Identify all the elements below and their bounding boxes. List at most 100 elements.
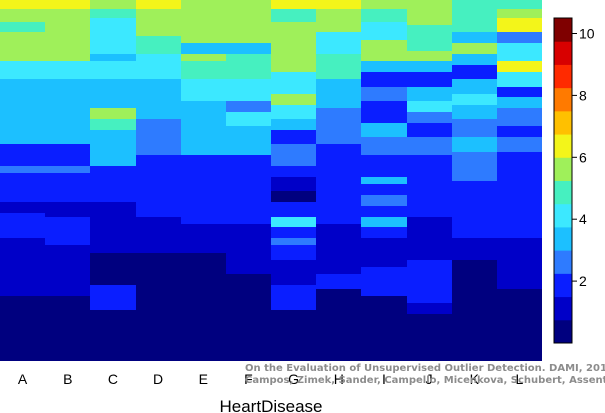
colorbar-tick-labels: 2 4 6 8 10	[572, 26, 595, 289]
heatmap-cell-C-5	[90, 79, 136, 108]
heatmap-cell-G-20	[271, 310, 316, 361]
colorbar-tick-label-2: 2	[579, 273, 587, 289]
colorbar-swatch-2	[554, 273, 572, 298]
x-tick-label-H: H	[334, 371, 344, 387]
heatmap-cell-G-7	[271, 119, 316, 130]
heatmap-cell-I-5	[361, 72, 407, 87]
heatmap-cell-F-10	[226, 224, 271, 274]
heatmap-cell-H-0	[316, 0, 361, 9]
heatmap-cell-I-3	[361, 40, 407, 61]
heatmap-cell-F-1	[226, 9, 271, 43]
heatmap-cell-G-10	[271, 166, 316, 177]
heatmap-cell-J-8	[407, 112, 452, 123]
heatmap-cell-K-0	[452, 0, 497, 9]
heatmap-cell-J-9	[407, 123, 452, 137]
heatmap-cell-E-3	[181, 54, 226, 61]
heatmap-cell-A-10	[0, 202, 45, 213]
heatmap-cell-G-17	[271, 245, 316, 260]
heatmap-cell-C-7	[90, 119, 136, 130]
heatmap-cell-L-13	[497, 202, 542, 238]
heatmap-cell-J-2	[407, 25, 452, 51]
heatmap-cell-E-10	[181, 231, 226, 253]
heatmap-cell-B-5	[45, 144, 90, 166]
heatmap-cell-E-9	[181, 224, 226, 231]
heatmap-cell-I-17	[361, 227, 407, 238]
credit-line-1: On the Evaluation of Unsupervised Outlie…	[245, 363, 605, 374]
heatmap-cell-I-11	[361, 166, 407, 177]
heatmap-cell-E-0	[181, 0, 226, 9]
heatmap-cell-A-8	[0, 166, 45, 173]
heatmap-cell-H-5	[316, 108, 361, 144]
x-tick-label-I: I	[382, 371, 386, 387]
heatmap-cell-E-11	[181, 253, 226, 310]
x-tick-label-C: C	[108, 371, 118, 387]
heatmap-cell-E-5	[181, 79, 226, 101]
heatmap-cell-G-3	[271, 32, 316, 72]
heatmap-cell-D-5	[136, 119, 181, 155]
colorbar-swatch-3	[554, 250, 572, 274]
heatmap-cell-C-6	[90, 108, 136, 119]
heatmap-cell-I-14	[361, 195, 407, 206]
heatmap-cell-C-3	[90, 54, 136, 61]
heatmap-cell-B-3	[45, 79, 90, 97]
heatmap-cell-L-9	[497, 108, 542, 126]
heatmap-cell-I-20	[361, 296, 407, 361]
heatmap-cell-K-8	[452, 105, 497, 119]
colorbar-swatch-8	[554, 134, 572, 158]
heatmap-cell-H-7	[316, 166, 361, 224]
x-tick-label-E: E	[199, 371, 208, 387]
x-tick-label-J: J	[426, 371, 433, 387]
heatmap-cell-F-8	[226, 155, 271, 166]
heatmap-cell-A-5	[0, 79, 45, 97]
heatmap-cell-C-15	[90, 310, 136, 361]
colorbar-swatch-9	[554, 110, 572, 135]
heatmap-cell-G-4	[271, 72, 316, 94]
x-tick-label-D: D	[153, 371, 163, 387]
colorbar-swatch-1	[554, 296, 572, 321]
heatmap-cell-G-16	[271, 238, 316, 245]
heatmap-cell-J-14	[407, 260, 452, 303]
heatmap-cell-H-4	[316, 79, 361, 108]
heatmap-cell-A-2	[0, 22, 45, 32]
heatmap-cell-K-7	[452, 94, 497, 105]
heatmap-cell-K-6	[452, 79, 497, 94]
heatmap-cell-K-15	[452, 260, 497, 296]
heatmap-cell-A-13	[0, 271, 45, 296]
heatmap-cell-I-18	[361, 238, 407, 267]
heatmap-cell-D-2	[136, 36, 181, 54]
heatmap-cell-J-1	[407, 9, 452, 25]
heatmap-cell-G-6	[271, 105, 316, 119]
heatmap-cell-L-11	[497, 137, 542, 152]
heatmap-cell-A-4	[0, 61, 45, 79]
heatmap-cell-A-14	[0, 296, 45, 310]
colorbar-border	[553, 17, 573, 344]
heatmap-cell-F-12	[226, 310, 271, 361]
heatmap-cell-G-13	[271, 202, 316, 217]
heatmap-cell-F-2	[226, 43, 271, 54]
heatmap-cell-G-19	[271, 285, 316, 310]
heatmap-cell-B-12	[45, 310, 90, 361]
heatmap-cell-J-4	[407, 61, 452, 72]
heatmap-cell-H-2	[316, 32, 361, 54]
heatmap-cell-K-4	[452, 54, 497, 65]
heatmap-cell-I-2	[361, 22, 407, 40]
heatmap-cell-D-0	[136, 0, 181, 9]
heatmap-cell-I-10	[361, 155, 407, 166]
heatmap-cell-B-8	[45, 202, 90, 217]
heatmap-cell-I-7	[361, 101, 407, 123]
heatmap-cell-F-9	[226, 166, 271, 224]
heatmap-cell-B-2	[45, 61, 90, 79]
heatmap-cell-I-0	[361, 0, 407, 9]
heatmap-cell-D-9	[136, 231, 181, 253]
heatmap-cell-L-1	[497, 9, 542, 18]
heatmap-cell-B-7	[45, 173, 90, 202]
heatmap-cell-L-15	[497, 289, 542, 361]
heatmap-cell-G-9	[271, 144, 316, 166]
heatmap-cell-K-5	[452, 65, 497, 79]
heatmap-cell-I-8	[361, 123, 407, 137]
x-tick-label-F: F	[244, 371, 253, 387]
heatmap-cell-A-7	[0, 144, 45, 166]
heatmap-cell-H-10	[316, 260, 361, 274]
heatmap-cell-A-0	[0, 0, 45, 9]
